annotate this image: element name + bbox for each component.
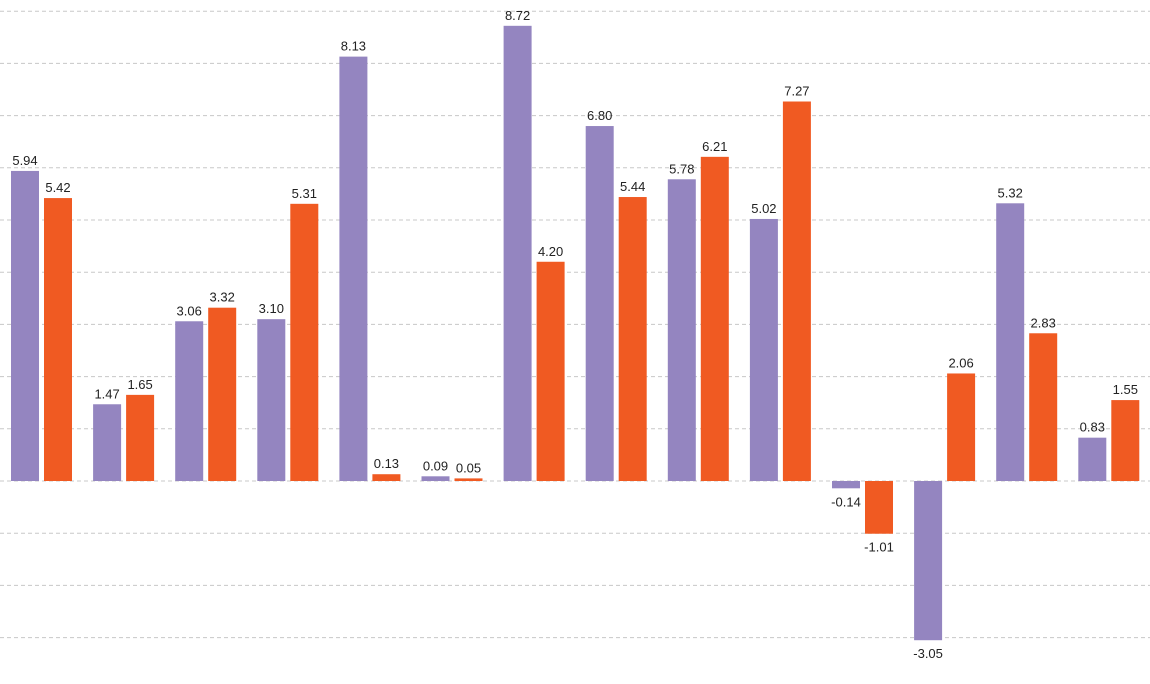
data-label-series2-10: 7.27 [784,84,809,99]
bar-series1-14 [1078,437,1107,481]
data-label-series2-2: 1.65 [127,377,152,392]
data-label-series1-7: 8.72 [505,8,530,23]
data-label-series2-3: 3.32 [210,290,235,305]
data-label-series1-8: 6.80 [587,108,612,123]
data-label-series1-9: 5.78 [669,161,694,176]
bar-series1-11 [832,481,860,489]
bar-series2-7 [536,261,565,481]
bar-series2-10 [782,101,811,482]
bar-series1-5 [339,56,368,481]
bar-series2-4 [290,203,319,481]
bar-series2-12 [947,373,976,481]
bar-series2-8 [618,197,647,482]
bar-series1-4 [257,319,286,481]
bar-series1-7 [503,25,532,481]
bar-series2-9 [700,156,729,481]
data-label-series1-4: 3.10 [259,301,284,316]
bar-series2-1 [44,198,72,482]
bar-series2-3 [208,307,237,481]
bar-series2-5 [372,474,401,481]
data-label-series2-13: 2.83 [1031,315,1056,330]
data-label-series2-6: 0.05 [456,460,481,475]
data-label-series2-11: -1.01 [864,540,894,555]
bar-series1-9 [667,179,696,481]
bar-series1-12 [914,481,943,641]
bars [11,25,1140,641]
data-label-series2-9: 6.21 [702,139,727,154]
data-labels: 5.94 1.47 3.06 3.10 8.13 0.09 8.72 6.80 5.78 5.02… [12,8,1138,661]
data-label-series2-5: 0.13 [374,456,399,471]
bar-series1-8 [585,126,614,481]
data-label-series1-14: 0.83 [1080,420,1105,435]
bar-series2-2 [126,394,155,481]
bar-series1-10 [749,218,778,481]
data-label-series2-12: 2.06 [948,355,973,370]
data-label-series1-13: 5.32 [998,185,1023,200]
data-label-series2-8: 5.44 [620,179,645,194]
gridlines [0,10,1150,639]
data-label-series1-3: 3.06 [177,303,202,318]
data-label-series2-1: 5.42 [45,180,70,195]
data-label-series2-7: 4.20 [538,244,563,259]
data-label-series1-1: 5.94 [12,153,37,168]
data-label-series2-14: 1.55 [1113,382,1138,397]
data-label-series1-2: 1.47 [94,386,119,401]
bar-series1-1 [11,170,39,481]
bar-series2-6 [454,478,483,481]
bar-series1-3 [175,321,204,481]
data-label-series2-4: 5.31 [292,186,317,201]
bar-series2-11 [865,481,893,534]
data-label-series1-12: -3.05 [913,646,943,661]
bar-series2-13 [1029,333,1058,481]
data-label-series1-10: 5.02 [751,201,776,216]
bar-series1-2 [93,404,122,481]
data-label-series1-6: 0.09 [423,458,448,473]
data-label-series1-11: -0.14 [831,494,861,509]
bar-series1-13 [996,203,1025,481]
bar-series2-14 [1111,400,1140,481]
data-label-series1-5: 8.13 [341,39,366,54]
bar-series1-6 [421,476,450,481]
